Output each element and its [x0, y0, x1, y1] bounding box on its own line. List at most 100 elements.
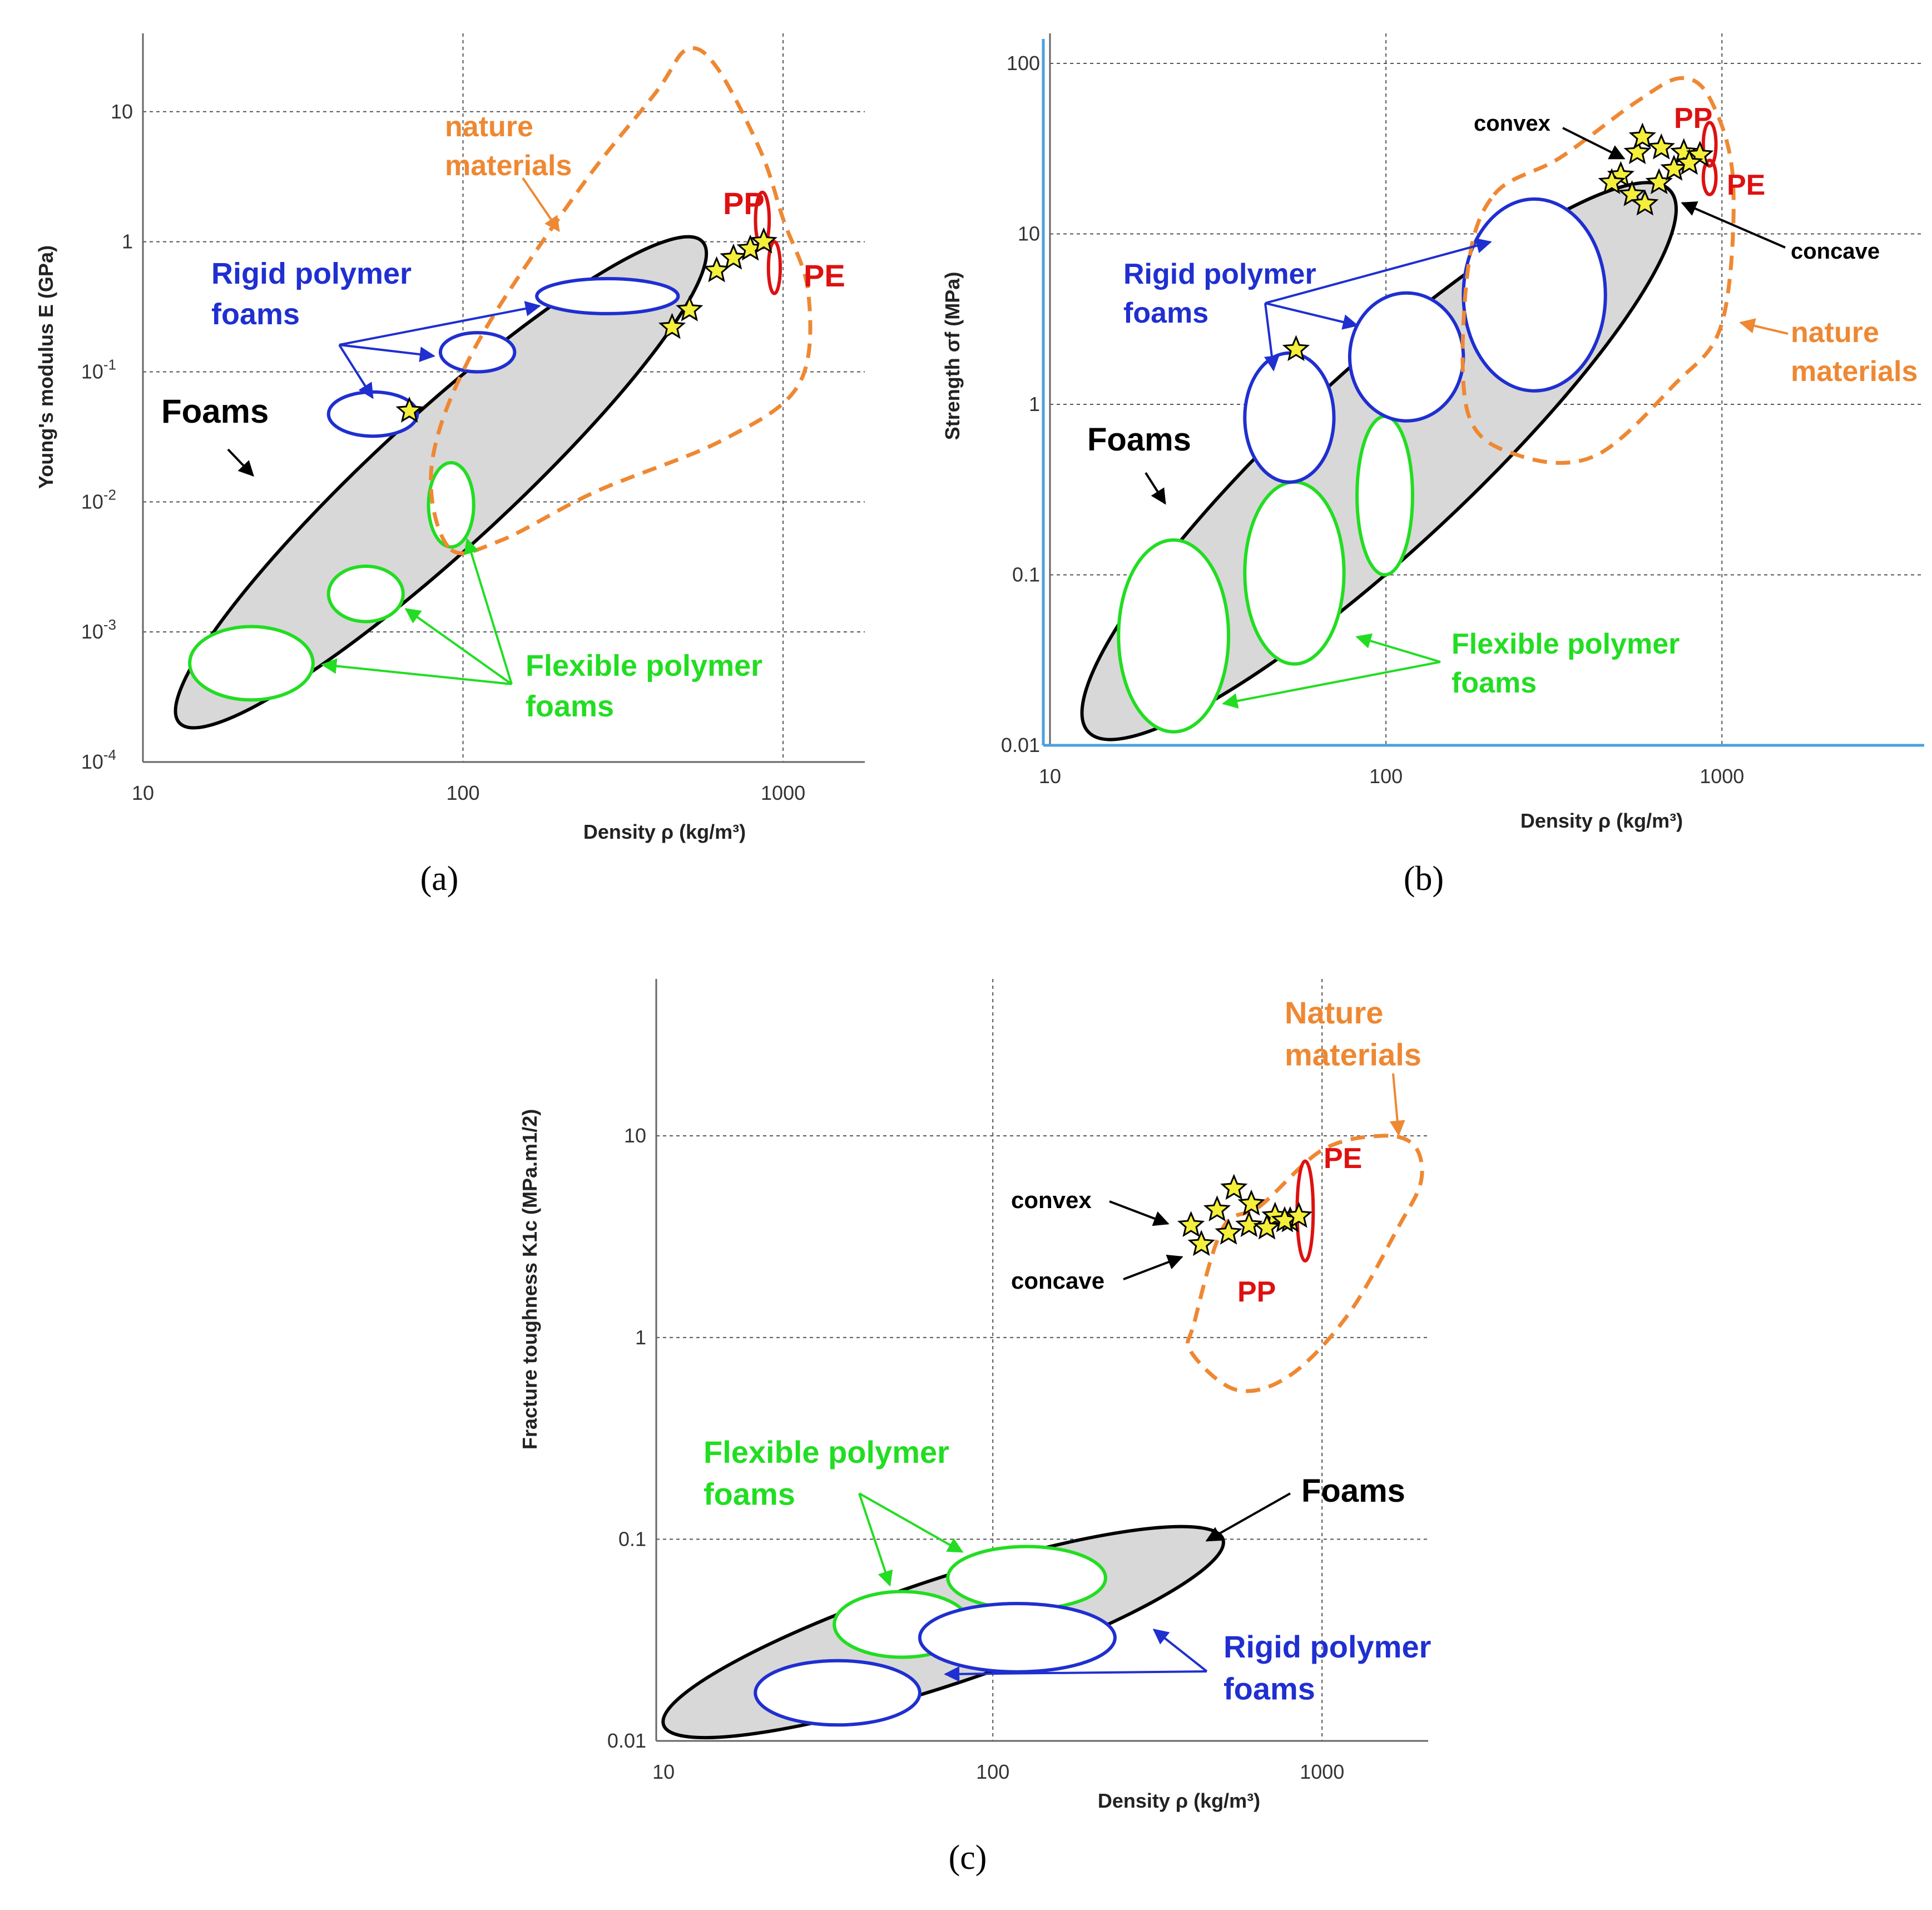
- y-tick-label: 10-3: [81, 616, 116, 643]
- nature-materials-label: Nature: [1285, 995, 1383, 1030]
- foams-label: Foams: [1087, 422, 1191, 458]
- rigid-foam-ellipse: [754, 1659, 922, 1727]
- y-tick-label: 0.01: [607, 1729, 646, 1752]
- x-axis-title: Density ρ (kg/m³): [1520, 809, 1683, 832]
- nature-materials-label: materials: [1791, 355, 1918, 388]
- y-tick-label: 10: [111, 100, 133, 123]
- y-tick-label: 0.01: [1001, 734, 1040, 756]
- nature-materials-outline: [429, 46, 813, 556]
- y-tick-label: 0.1: [1012, 563, 1040, 586]
- x-tick-label: 10: [1039, 765, 1061, 788]
- x-tick-label: 1000: [1300, 1760, 1344, 1783]
- flexible-foams-label: Flexible polymer: [1452, 628, 1680, 660]
- x-tick-label: 10: [132, 781, 154, 804]
- concave-arrow: [1681, 201, 1786, 249]
- concave-label: concave: [1011, 1268, 1104, 1294]
- flexible-arrow: [404, 608, 513, 685]
- y-axis-title: Strength σf (MPa): [941, 272, 964, 441]
- star-marker-convex: [1623, 138, 1651, 165]
- star-marker-concave: [1660, 154, 1688, 181]
- y-tick-label: 1: [122, 230, 133, 253]
- rigid-arrow: [339, 301, 541, 346]
- star-marker: [676, 295, 704, 321]
- flexible-arrow: [1222, 661, 1441, 709]
- rigid-foams-label: Rigid polymer: [211, 257, 412, 290]
- pp-ellipse: [1701, 121, 1718, 168]
- flexible-foam-ellipse: [946, 1545, 1107, 1611]
- chart-panel-3: 10 100 1000 0.01 0.1 1 10 Density ρ (kg/m³) Frac…: [518, 979, 1431, 1877]
- flexible-foams-label: foams: [1452, 667, 1537, 699]
- star-marker: [750, 227, 777, 254]
- star-marker-convex: [1203, 1195, 1231, 1222]
- rigid-arrow: [944, 1666, 1207, 1682]
- star-marker: [702, 256, 731, 283]
- convex-label: convex: [1011, 1187, 1092, 1213]
- rigid-arrow: [1264, 303, 1280, 372]
- flexible-arrow: [859, 1492, 964, 1553]
- rigid-foams-label: Rigid polymer: [1223, 1629, 1431, 1664]
- star-marker-concave: [1215, 1218, 1242, 1245]
- rigid-foams-label: foams: [1223, 1671, 1315, 1706]
- rigid-foam-ellipse: [1462, 197, 1607, 393]
- pe-ellipse: [766, 240, 782, 295]
- star-marker-concave: [1631, 189, 1659, 216]
- rigid-arrow: [1152, 1629, 1208, 1673]
- flexible-arrow: [1355, 633, 1441, 663]
- flexible-foams-label: foams: [526, 690, 614, 723]
- nature-materials-label: nature: [445, 111, 533, 143]
- rigid-foams-label: foams: [211, 298, 300, 331]
- y-axis-title: Young's modulus E (GPa): [34, 245, 57, 489]
- panel-caption: (b): [1404, 860, 1444, 898]
- y-tick-label: 1: [1029, 393, 1040, 415]
- foams-arrow: [227, 448, 254, 477]
- foams-arrow: [1145, 472, 1166, 505]
- x-tick-label: 100: [976, 1760, 1009, 1783]
- nature-materials-label: nature: [1791, 316, 1879, 349]
- x-tick-label: 1000: [1700, 765, 1744, 788]
- pe-label: PE: [1727, 169, 1765, 201]
- y-tick-label: 0.1: [618, 1527, 646, 1550]
- pp-label: PP: [1674, 102, 1712, 135]
- x-tick-label: 100: [447, 781, 480, 804]
- x-tick-label: 10: [652, 1760, 675, 1783]
- rigid-foam-ellipse: [1348, 291, 1465, 423]
- rigid-foam-ellipse: [1243, 351, 1336, 484]
- rigid-arrow: [338, 344, 374, 399]
- flexible-foam-ellipse: [326, 565, 405, 624]
- pp-label: PP: [1237, 1276, 1276, 1308]
- flexible-foam-ellipse: [1243, 480, 1346, 666]
- flexible-foam-ellipse: [1117, 538, 1231, 734]
- x-tick-label: 1000: [761, 781, 805, 804]
- y-tick-label: 10-2: [81, 486, 116, 513]
- pe-label: PE: [1324, 1142, 1362, 1175]
- star-marker: [1282, 335, 1310, 362]
- chart-panel-1: 10 100 1000 10-4 10-3 10-2 10-1 1 10 Density ρ (k…: [34, 33, 865, 898]
- rigid-foam-ellipse: [918, 1601, 1117, 1674]
- star-marker-convex: [1177, 1211, 1205, 1238]
- y-tick-label: 10-4: [81, 746, 116, 773]
- panel-caption: (c): [949, 1839, 987, 1877]
- star-marker-concave: [1676, 149, 1703, 175]
- y-tick-label: 100: [1007, 52, 1040, 75]
- rigid-arrow: [1265, 238, 1492, 304]
- y-tick-label: 1: [635, 1326, 646, 1349]
- nature-materials-outline: [1186, 1134, 1424, 1393]
- x-tick-label: 100: [1369, 765, 1403, 788]
- flexible-foam-ellipse: [1355, 414, 1414, 577]
- star-marker: [658, 313, 686, 339]
- nature-arrow: [1389, 1073, 1405, 1136]
- flexible-foams-label: Flexible polymer: [704, 1434, 949, 1469]
- pp-label: PP: [723, 186, 765, 221]
- pe-ellipse: [1701, 159, 1718, 196]
- concave-label: concave: [1791, 239, 1880, 264]
- pe-label: PE: [804, 258, 845, 293]
- star-marker-concave: [1235, 1211, 1263, 1238]
- flexible-arrow: [321, 658, 512, 685]
- convex-label: convex: [1474, 111, 1550, 136]
- x-axis-title: Density ρ (kg/m³): [583, 820, 746, 843]
- y-tick-label: 10: [1018, 222, 1040, 245]
- star-marker-convex: [1628, 122, 1657, 149]
- star-marker-convex: [1647, 133, 1675, 160]
- flexible-arrow: [858, 1493, 893, 1587]
